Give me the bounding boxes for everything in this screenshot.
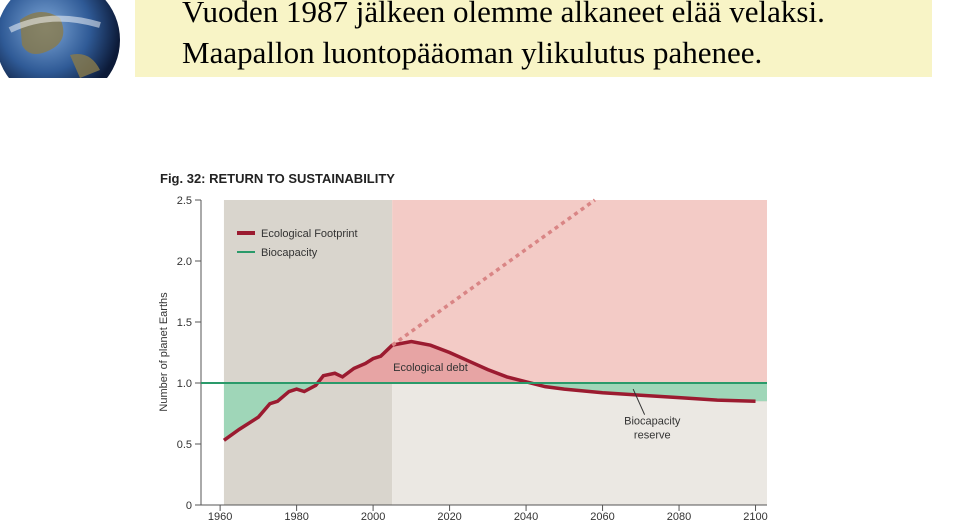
series-line <box>391 198 596 347</box>
y-tick-label: 1.0 <box>177 378 192 390</box>
x-tick-label: 2000 <box>361 511 385 523</box>
x-tick-label: 2080 <box>667 511 691 523</box>
header-band <box>135 0 932 77</box>
annotation: Biocapacity <box>624 415 681 427</box>
header-line: Maapallon luontopääoman ylikulutus pahen… <box>182 35 762 70</box>
earth-land <box>20 11 100 78</box>
annotation: Ecological debt <box>393 362 468 374</box>
annotation-pointer <box>632 388 646 415</box>
x-tick-label: 2040 <box>514 511 538 523</box>
y-tick-label: 0 <box>186 500 192 512</box>
y-tick-label: 0.5 <box>177 439 192 451</box>
y-tick-label: 2.0 <box>177 256 192 268</box>
chart-title: Fig. 32: RETURN TO SUSTAINABILITY <box>160 171 395 186</box>
earth-clouds <box>8 15 101 33</box>
y-axis-label: Number of planet Earths <box>158 292 170 412</box>
history-region <box>223 200 393 505</box>
overshoot-area <box>392 200 767 402</box>
reserve-area <box>223 383 767 441</box>
x-tick-label: 2020 <box>437 511 461 523</box>
legend-label: Ecological Footprint <box>261 228 358 240</box>
x-tick-label: 1960 <box>208 511 232 523</box>
x-tick-label: 2060 <box>590 511 614 523</box>
series-line <box>222 339 756 442</box>
x-tick-label: 2100 <box>743 511 767 523</box>
debt-area <box>223 341 756 383</box>
y-tick-label: 1.5 <box>177 317 192 329</box>
header-line: Vuoden 1987 jälkeen olemme alkaneet elää… <box>182 0 825 29</box>
legend-label: Biocapacity <box>261 247 318 259</box>
annotation: reserve <box>634 429 671 441</box>
x-tick-label: 1980 <box>284 511 308 523</box>
y-tick-label: 2.5 <box>177 195 192 207</box>
